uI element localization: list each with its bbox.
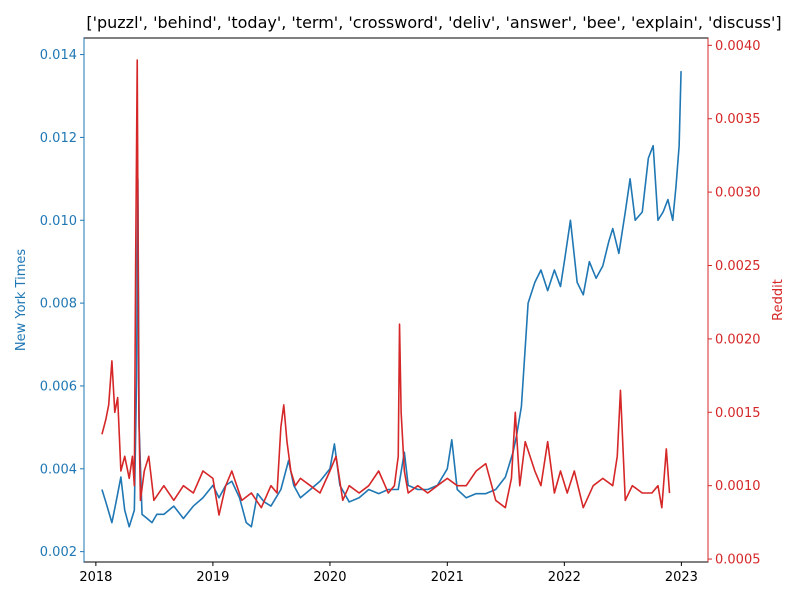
- series-line-new-york-times: [101, 71, 682, 528]
- chart-title: ['puzzl', 'behind', 'today', 'term', 'cr…: [86, 13, 781, 32]
- right-y-tick-label: 0.0005: [715, 553, 761, 568]
- right-y-tick-label: 0.0020: [715, 332, 761, 347]
- right-y-tick-label: 0.0035: [715, 112, 761, 127]
- x-tick-label: 2018: [79, 570, 112, 585]
- x-tick-label: 2022: [548, 570, 581, 585]
- x-tick-label: 2019: [196, 570, 229, 585]
- series-line-reddit: [101, 59, 671, 516]
- left-y-tick-label: 0.002: [40, 545, 77, 560]
- left-y-tick-label: 0.010: [40, 214, 77, 229]
- series-layer: [101, 59, 682, 528]
- x-tick-label: 2020: [313, 570, 346, 585]
- x-tick-label: 2021: [431, 570, 464, 585]
- right-y-axis: 0.0005 0.0010 0.0015 0.0020 0.0025 0.0030 0.00…: [707, 38, 761, 568]
- right-y-tick-label: 0.0040: [715, 39, 761, 54]
- left-y-tick-label: 0.008: [40, 297, 77, 312]
- right-y-axis-label: Reddit: [771, 279, 786, 321]
- x-axis: 2018 2019 2020 2021 2022 2023: [79, 562, 698, 585]
- plot-frame: [83, 37, 709, 563]
- left-y-tick-label: 0.006: [40, 379, 77, 394]
- left-y-axis: 0.002 0.004 0.006 0.008 0.010 0.012 0.014: [40, 38, 85, 562]
- left-y-tick-label: 0.004: [40, 462, 77, 477]
- left-y-tick-label: 0.012: [40, 131, 77, 146]
- right-y-tick-label: 0.0030: [715, 186, 761, 201]
- right-y-tick-label: 0.0015: [715, 406, 761, 421]
- left-y-tick-label: 0.014: [40, 48, 77, 63]
- x-tick-label: 2023: [665, 570, 698, 585]
- right-y-tick-label: 0.0010: [715, 479, 761, 494]
- right-y-tick-label: 0.0025: [715, 259, 761, 274]
- left-y-axis-label: New York Times: [14, 249, 29, 351]
